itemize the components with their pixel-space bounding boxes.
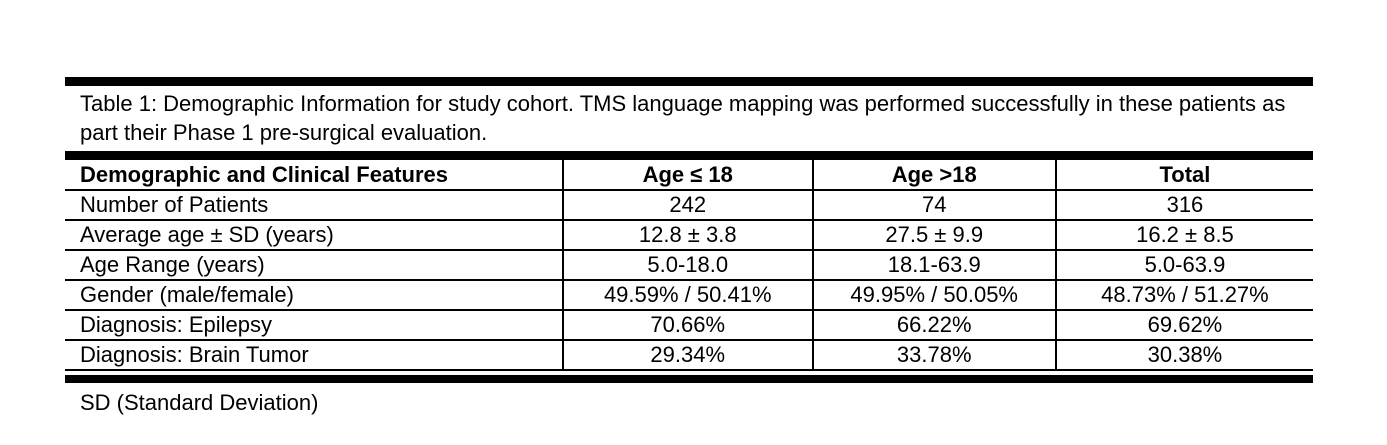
cell-value: 29.34% [561, 340, 813, 371]
cell-value: 18.1-63.9 [811, 250, 1056, 281]
row-label-diagnosis-epilepsy: Diagnosis: Epilepsy [65, 310, 563, 341]
row-label-gender: Gender (male/female) [65, 280, 563, 311]
table-row: Average age ± SD (years) 12.8 ± 3.8 27.5… [65, 220, 1313, 251]
cell-value: 48.73% / 51.27% [1054, 280, 1313, 311]
table-row: Diagnosis: Epilepsy 70.66% 66.22% 69.62% [65, 310, 1313, 341]
top-double-rule [65, 77, 1313, 86]
cell-value: 316 [1054, 190, 1313, 221]
cell-value: 242 [561, 190, 813, 221]
table-row: Number of Patients 242 74 316 [65, 190, 1313, 221]
cell-value: 27.5 ± 9.9 [811, 220, 1056, 251]
bottom-thick-rule [65, 375, 1313, 383]
demographics-table: Demographic and Clinical Features Age ≤ … [65, 160, 1313, 371]
header-row: Demographic and Clinical Features Age ≤ … [65, 160, 1313, 191]
cell-value: 66.22% [811, 310, 1056, 341]
column-header-age-le-18: Age ≤ 18 [561, 160, 813, 191]
table-caption: Table 1: Demographic Information for stu… [80, 91, 1286, 145]
table-row: Diagnosis: Brain Tumor 29.34% 33.78% 30.… [65, 340, 1313, 371]
sd-footnote: SD (Standard Deviation) [80, 390, 319, 415]
table-1-block: Table 1: Demographic Information for stu… [65, 77, 1313, 417]
column-header-total: Total [1054, 160, 1313, 191]
caption-separator-rule [65, 151, 1313, 160]
cell-value: 5.0-63.9 [1054, 250, 1313, 281]
cell-value: 16.2 ± 8.5 [1054, 220, 1313, 251]
cell-value: 5.0-18.0 [561, 250, 813, 281]
row-label-average-age: Average age ± SD (years) [65, 220, 563, 251]
cell-value: 49.59% / 50.41% [561, 280, 813, 311]
table-row: Gender (male/female) 49.59% / 50.41% 49.… [65, 280, 1313, 311]
cell-value: 12.8 ± 3.8 [561, 220, 813, 251]
cell-value: 30.38% [1054, 340, 1313, 371]
row-label-number-of-patients: Number of Patients [65, 190, 563, 221]
row-label-diagnosis-brain-tumor: Diagnosis: Brain Tumor [65, 340, 563, 371]
cell-value: 33.78% [811, 340, 1056, 371]
cell-value: 69.62% [1054, 310, 1313, 341]
table-row: Age Range (years) 5.0-18.0 18.1-63.9 5.0… [65, 250, 1313, 281]
cell-value: 70.66% [561, 310, 813, 341]
column-header-features: Demographic and Clinical Features [65, 160, 563, 191]
cell-value: 49.95% / 50.05% [811, 280, 1056, 311]
cell-value: 74 [811, 190, 1056, 221]
column-header-age-gt-18: Age >18 [811, 160, 1056, 191]
row-label-age-range: Age Range (years) [65, 250, 563, 281]
